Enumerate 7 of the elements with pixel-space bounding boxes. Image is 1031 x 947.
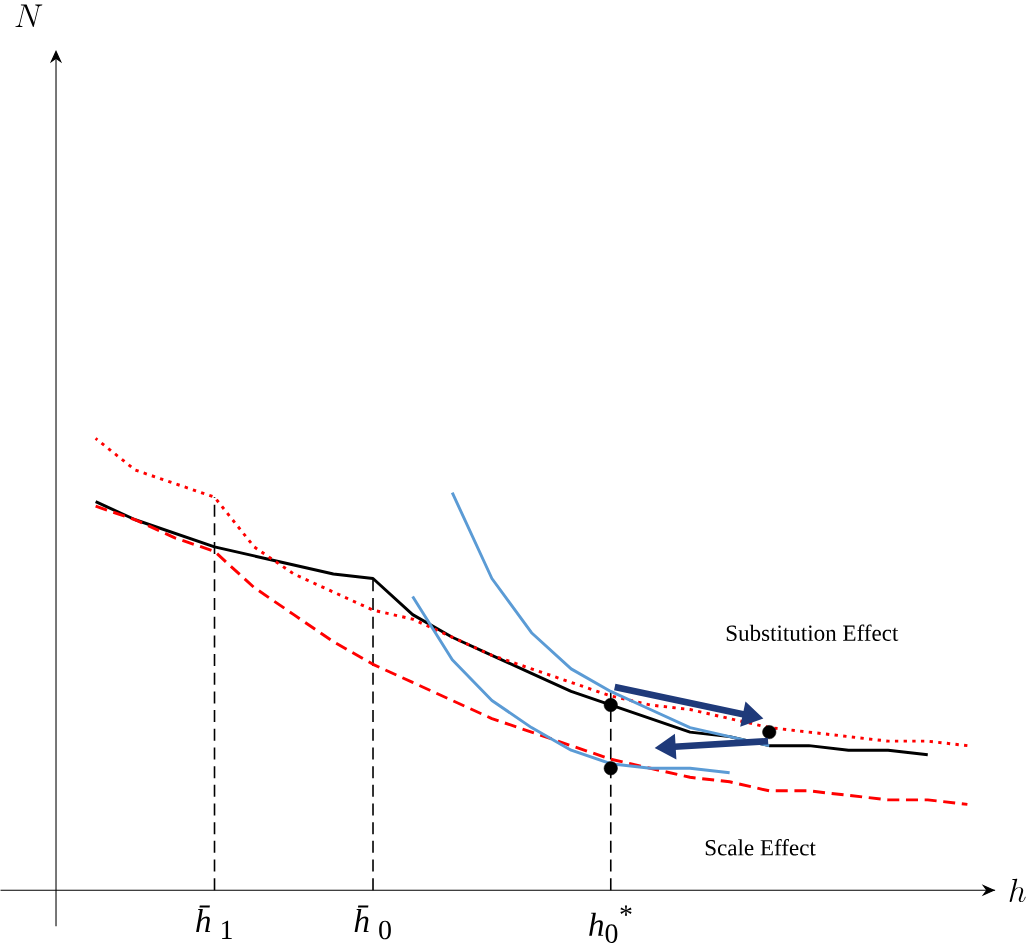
x-tick-label: h$_{0}$*: [589, 905, 632, 943]
annotation: Substitution Effect: [726, 624, 899, 641]
text: $N$: [15, 4, 43, 27]
x-tick-label: h̄$_{0}$: [354, 905, 391, 940]
annotation: Scale Effect: [705, 838, 816, 856]
x-tick-label: h̄$_{1}$: [196, 905, 232, 939]
x-axis-title: $h$: [1009, 878, 1026, 902]
